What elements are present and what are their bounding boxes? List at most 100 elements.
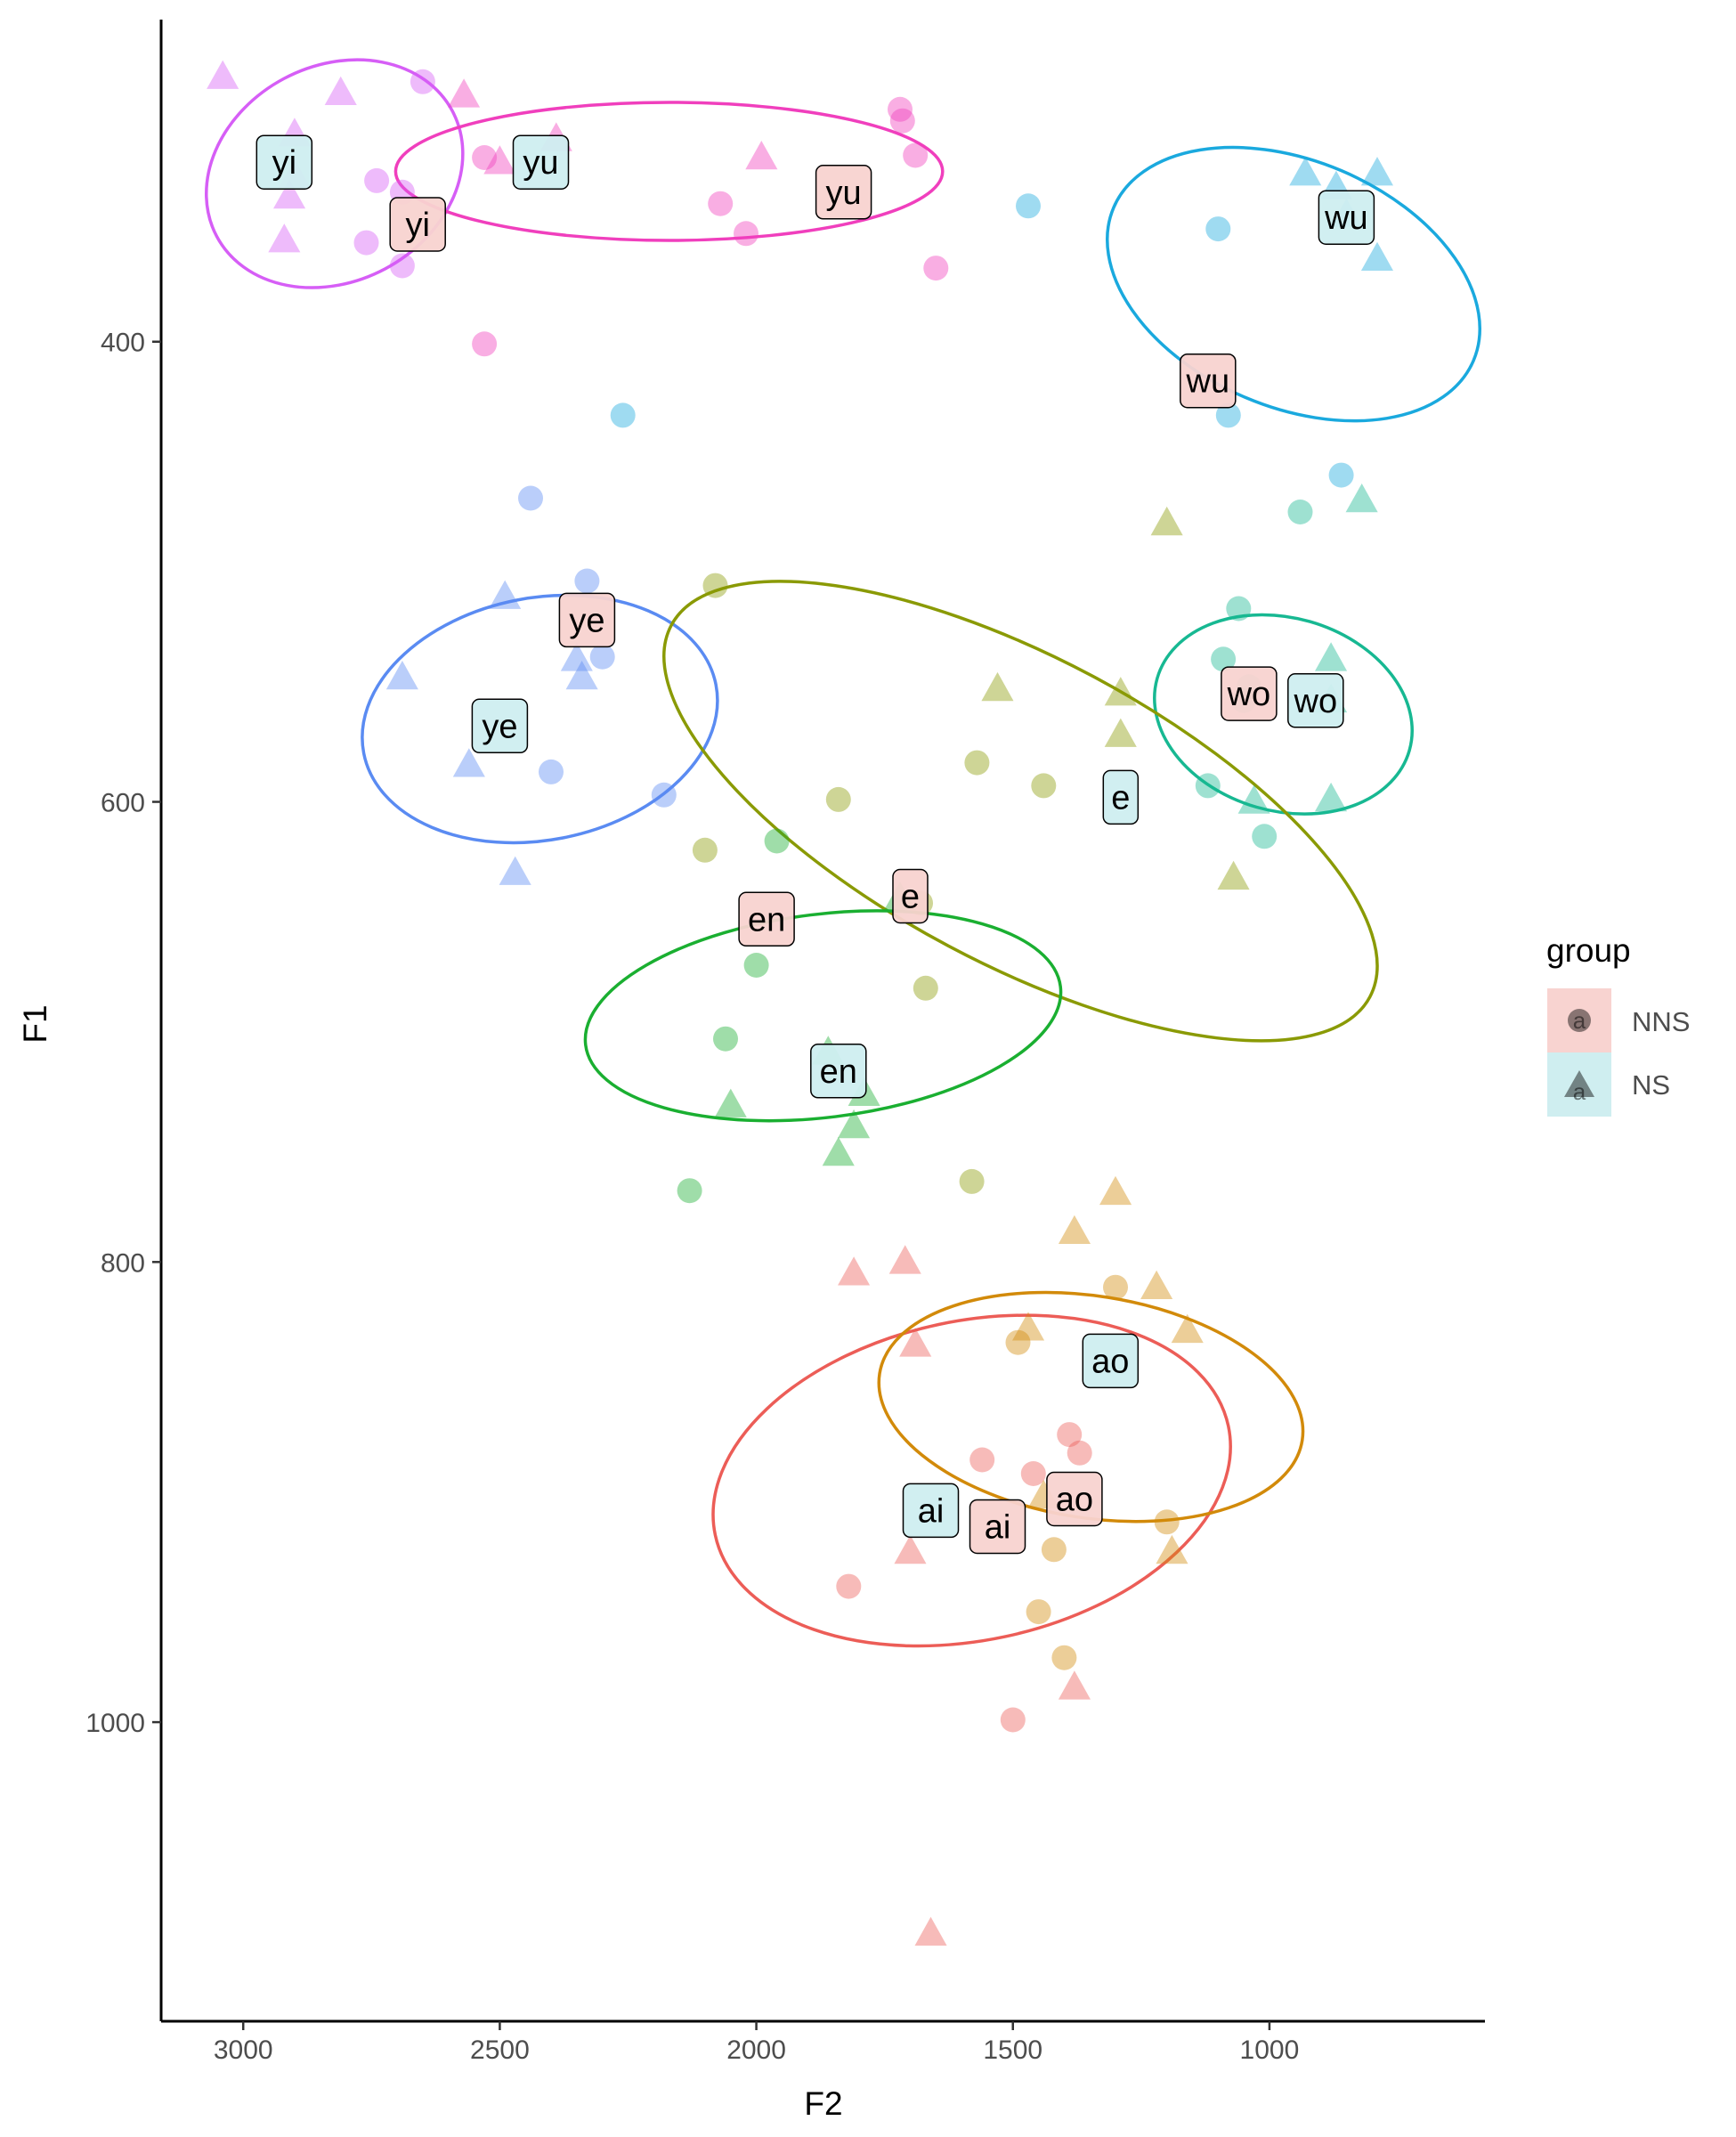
x-ticks: 3000 2500 2000 1500 1000 (214, 2021, 1299, 2065)
point-ns-e-58 (1104, 677, 1137, 706)
point-nns-ao-101 (1041, 1537, 1067, 1563)
y-tick-label-800: 800 (101, 1248, 145, 1278)
vowel-label-box-8 (1221, 666, 1278, 721)
vowel-label-wo-ns: wo (1287, 673, 1344, 728)
labels-layer: yi yi yu yu wu wu ye ye wo wo e e en en ao ao ai ai (256, 134, 1375, 1555)
point-ns-ye-36 (565, 661, 598, 690)
point-nns-e-62 (964, 750, 990, 776)
point-nns-ao-103 (1051, 1645, 1077, 1670)
point-nns-yi-6 (410, 69, 435, 94)
point-nns-ai-90 (1000, 1707, 1026, 1733)
point-ns-yi-1 (324, 76, 357, 105)
vowel-label-box-11 (892, 868, 929, 924)
vowel-label-box-13 (810, 1044, 867, 1099)
point-ns-ai-81 (899, 1328, 932, 1357)
point-ns-ai-84 (914, 1916, 947, 1946)
ellipse-ai-nns (711, 1313, 1232, 1648)
point-nns-wu-28 (1205, 216, 1231, 242)
vowel-label-text-13: en (820, 1053, 857, 1091)
point-ns-ye-38 (499, 856, 531, 885)
vowel-label-box-6 (558, 592, 616, 648)
point-ns-en-73 (838, 1109, 871, 1139)
point-nns-wo-51 (1211, 646, 1237, 672)
legend-key-nns-background (1547, 988, 1611, 1052)
point-nns-ai-89 (836, 1573, 862, 1599)
point-nns-yi-9 (389, 253, 415, 279)
vowel-label-box-16 (902, 1483, 960, 1539)
ellipse-en-ns (583, 909, 1063, 1123)
ellipse-wo-ns (1153, 613, 1414, 816)
point-nns-wo-55 (1252, 824, 1278, 849)
legend-key-nns-circle (1568, 1009, 1591, 1032)
point-ns-ye-35 (560, 642, 593, 671)
point-nns-en-76 (743, 953, 769, 978)
point-ns-ye-34 (385, 661, 418, 690)
point-ns-en-71 (714, 1088, 747, 1117)
vowel-label-ai-ns: ai (902, 1483, 960, 1539)
point-ns-e-57 (981, 671, 1014, 702)
point-nns-ao-100 (1154, 1509, 1180, 1535)
vowel-label-text-10: e (1111, 779, 1130, 817)
point-nns-yu-19 (708, 191, 734, 216)
vowel-label-box-7 (471, 698, 529, 754)
point-ns-ai-82 (894, 1534, 927, 1564)
point-nns-wu-30 (1328, 462, 1354, 488)
point-nns-e-63 (1031, 773, 1057, 799)
point-nns-ye-42 (539, 759, 564, 784)
vowel-label-ai-nns: ai (969, 1499, 1026, 1555)
point-ns-wo-48 (1237, 784, 1270, 814)
y-tick-label-600: 600 (101, 789, 145, 818)
legend-key-nns: a (1547, 988, 1611, 1052)
vowel-label-box-3 (815, 165, 872, 220)
point-nns-yi-8 (353, 230, 379, 256)
vowel-label-text-8: wo (1227, 676, 1271, 713)
point-nns-ye-39 (518, 485, 543, 511)
vowel-label-text-15: ao (1056, 1482, 1093, 1519)
vowel-label-text-0: yi (272, 144, 296, 182)
point-ns-ai-79 (838, 1256, 871, 1286)
y-axis-title: F1 (17, 1004, 53, 1043)
point-ns-wu-27 (1360, 241, 1393, 271)
point-nns-yu-15 (472, 145, 498, 170)
y-tick-label-400: 400 (101, 329, 145, 358)
vowel-label-en-ns: en (810, 1044, 867, 1099)
point-nns-wu-29 (1215, 402, 1241, 428)
point-ns-ao-97 (1156, 1534, 1188, 1564)
point-nns-yu-20 (734, 221, 758, 247)
point-nns-en-78 (677, 1178, 702, 1204)
vowel-label-box-17 (969, 1499, 1026, 1555)
vowel-label-box-12 (738, 891, 795, 947)
vowel-label-text-5: wu (1186, 363, 1230, 401)
vowel-label-wu-ns: wu (1318, 190, 1375, 245)
vowel-label-box-14 (1082, 1333, 1140, 1389)
point-ns-yi-4 (273, 180, 306, 209)
vowel-label-text-3: yu (826, 175, 862, 212)
legend-label-ns: NS (1632, 1069, 1670, 1101)
vowel-label-text-17: ai (985, 1509, 1011, 1547)
vowel-label-text-12: en (748, 901, 785, 938)
x-tick-label-1500: 1500 (983, 2035, 1042, 2065)
point-ns-ao-91 (1099, 1175, 1132, 1206)
vowel-label-text-6: ye (569, 602, 604, 639)
point-ns-ao-94 (1012, 1312, 1045, 1341)
point-nns-yu-21 (923, 256, 949, 281)
vowel-label-text-16: ai (918, 1492, 945, 1530)
legend-key-ns: a (1547, 1052, 1611, 1117)
vowel-label-text-9: wo (1294, 683, 1338, 720)
point-ns-en-74 (822, 1136, 855, 1166)
vowel-label-wo-nns: wo (1221, 666, 1278, 721)
vowel-label-e-nns: e (892, 868, 929, 924)
point-nns-ye-43 (651, 782, 677, 808)
vowel-label-yi-nns: yi (389, 197, 446, 252)
points-layer (207, 60, 1393, 1946)
legend-title: group (1546, 932, 1631, 969)
point-nns-e-67 (692, 837, 718, 863)
vowel-label-text-11: e (901, 879, 920, 916)
point-ns-wo-44 (1345, 483, 1378, 513)
x-tick-label-2500: 2500 (470, 2035, 530, 2065)
x-axis-title: F2 (804, 2085, 842, 2122)
vowel-label-ye-ns: ye (471, 698, 529, 754)
point-nns-wo-54 (1195, 773, 1221, 799)
legend-label-nns: NNS (1632, 1006, 1690, 1037)
